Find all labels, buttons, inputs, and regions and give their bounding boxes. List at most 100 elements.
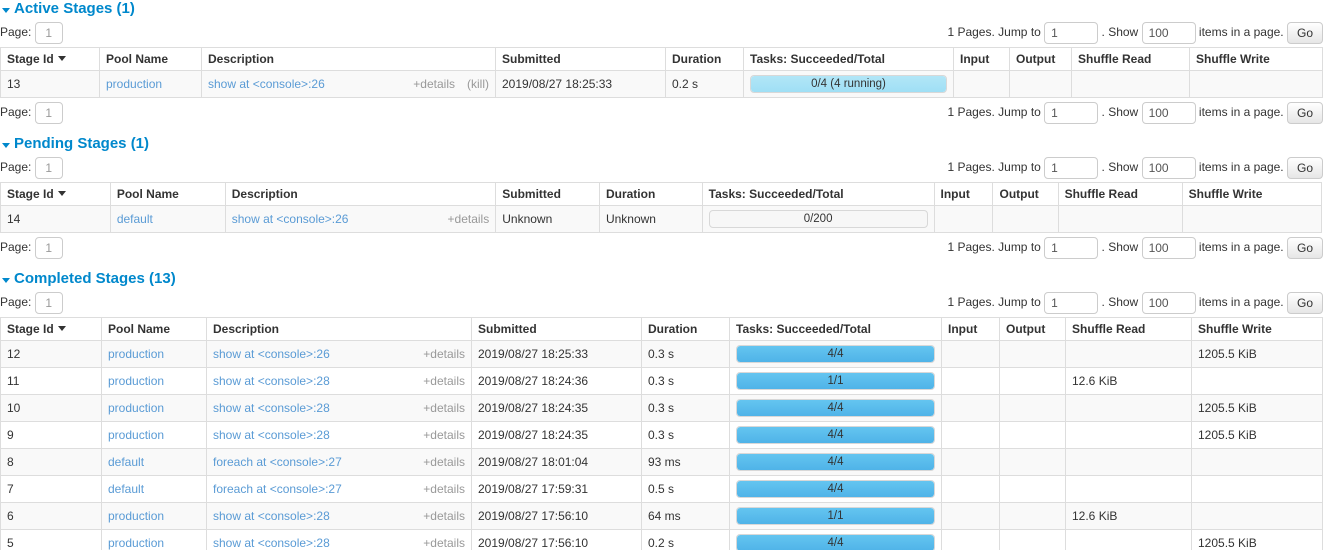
pool-name-link[interactable]: production [108,536,165,550]
col-output[interactable]: Output [992,182,1059,206]
pagination-right: 1 Pages. Jump to 1 . Show 100 items in a… [947,18,1323,47]
col-description[interactable]: Description [206,317,472,341]
stage-description-link[interactable]: show at <console>:28 [213,536,330,550]
shuffle-read-value: 12.6 KiB [1072,509,1118,523]
section-header-completed-stages[interactable]: Completed Stages (13) [0,270,1323,288]
col-tasks[interactable]: Tasks: Succeeded/Total [729,317,942,341]
col-stage-id[interactable]: Stage Id [0,47,100,71]
pool-name-link[interactable]: default [116,212,153,226]
cell-output [1009,70,1072,98]
col-submitted[interactable]: Submitted [471,317,642,341]
details-toggle-link[interactable]: +details [423,401,465,415]
stage-description-link[interactable]: show at <console>:28 [213,374,330,388]
col-stage-id[interactable]: Stage Id [0,182,111,206]
col-pool-name[interactable]: Pool Name [110,182,226,206]
col-input[interactable]: Input [934,182,994,206]
pool-name-link[interactable]: production [106,77,163,91]
page-number-input[interactable]: 1 [34,21,63,44]
page-number-input[interactable]: 1 [34,291,63,314]
col-output[interactable]: Output [1009,47,1072,71]
details-toggle-link[interactable]: +details [423,455,465,469]
stage-description-link[interactable]: show at <console>:28 [213,509,330,523]
section-header-pending-stages[interactable]: Pending Stages (1) [0,135,1323,153]
pool-name-link[interactable]: production [108,347,165,361]
details-toggle-link[interactable]: +details [423,374,465,388]
details-toggle-link[interactable]: +details [423,509,465,523]
col-shuffle-write[interactable]: Shuffle Write [1189,47,1323,71]
cell-input [941,529,1000,550]
col-shuffle-read[interactable]: Shuffle Read [1058,182,1183,206]
details-toggle-link[interactable]: +details [423,536,465,550]
col-description[interactable]: Description [225,182,497,206]
col-shuffle-write[interactable]: Shuffle Write [1182,182,1323,206]
task-progress-bar: 4/4 [736,426,935,444]
pool-name-link[interactable]: production [108,401,165,415]
show-label: Show [1108,25,1139,39]
stage-description-link[interactable]: foreach at <console>:27 [213,455,342,469]
jump-to-input[interactable]: 1 [1044,236,1099,259]
page-number-input[interactable]: 1 [34,156,63,179]
section-title-active: Active Stages (1) [14,0,135,17]
col-pool-name[interactable]: Pool Name [101,317,207,341]
stage-description-link[interactable]: show at <console>:28 [213,428,330,442]
section-header-active-stages[interactable]: Active Stages (1) [0,0,1323,18]
show-items-input[interactable]: 100 [1141,101,1196,124]
pool-name-link[interactable]: default [108,455,145,469]
cell-shuffle-read [1065,340,1192,368]
stage-description-link[interactable]: show at <console>:26 [231,212,349,226]
col-submitted[interactable]: Submitted [495,47,666,71]
cell-tasks: 1/1 [729,502,942,530]
stage-description-link[interactable]: show at <console>:26 [208,77,325,91]
go-button[interactable]: Go [1286,291,1323,314]
col-output[interactable]: Output [999,317,1066,341]
jump-to-input[interactable]: 1 [1044,21,1099,44]
col-duration[interactable]: Duration [665,47,744,71]
submitted-value: 2019/08/27 17:56:10 [478,509,589,523]
show-items-input[interactable]: 100 [1141,21,1196,44]
pool-name-link[interactable]: production [108,509,165,523]
kill-stage-link[interactable]: (kill) [467,77,489,91]
shuffle-read-value: 12.6 KiB [1072,374,1118,388]
jump-to-input[interactable]: 1 [1044,291,1099,314]
go-button[interactable]: Go [1286,101,1323,124]
col-pool-name[interactable]: Pool Name [99,47,202,71]
details-toggle-link[interactable]: +details [423,482,465,496]
show-items-input[interactable]: 100 [1141,291,1196,314]
col-submitted[interactable]: Submitted [495,182,600,206]
pagination-completed-top: Page: 1 1 Pages. Jump to 1 . Show 100 it… [0,288,1323,317]
show-items-input[interactable]: 100 [1141,236,1196,259]
page-number-input[interactable]: 1 [34,236,63,259]
show-items-input[interactable]: 100 [1141,156,1196,179]
pool-name-link[interactable]: default [108,482,145,496]
show-label: Show [1108,240,1139,254]
col-input[interactable]: Input [953,47,1010,71]
details-toggle-link[interactable]: +details [423,428,465,442]
col-stage-id[interactable]: Stage Id [0,317,102,341]
details-toggle-link[interactable]: +details [423,347,465,361]
stage-id-value: 13 [7,77,21,91]
go-button[interactable]: Go [1286,21,1323,44]
col-input[interactable]: Input [941,317,1000,341]
page-number-input[interactable]: 1 [34,101,63,124]
stage-description-link[interactable]: show at <console>:28 [213,401,330,415]
col-shuffle-read[interactable]: Shuffle Read [1071,47,1190,71]
col-description[interactable]: Description [201,47,496,71]
col-shuffle-write[interactable]: Shuffle Write [1191,317,1323,341]
stage-description-link[interactable]: show at <console>:26 [213,347,330,361]
details-toggle-link[interactable]: +details [447,212,490,226]
col-tasks[interactable]: Tasks: Succeeded/Total [702,182,935,206]
col-tasks[interactable]: Tasks: Succeeded/Total [743,47,954,71]
col-shuffle-read[interactable]: Shuffle Read [1065,317,1192,341]
pool-name-link[interactable]: production [108,374,165,388]
pool-name-link[interactable]: production [108,428,165,442]
details-toggle-link[interactable]: +details [413,77,455,91]
jump-to-input[interactable]: 1 [1044,156,1099,179]
go-button[interactable]: Go [1286,156,1323,179]
stage-description-link[interactable]: foreach at <console>:27 [213,482,342,496]
cell-shuffle-write [1191,475,1323,503]
jump-to-input[interactable]: 1 [1044,101,1099,124]
col-duration[interactable]: Duration [641,317,730,341]
col-duration[interactable]: Duration [599,182,703,206]
go-button[interactable]: Go [1286,236,1323,259]
cell-stage-id: 14 [0,205,111,233]
